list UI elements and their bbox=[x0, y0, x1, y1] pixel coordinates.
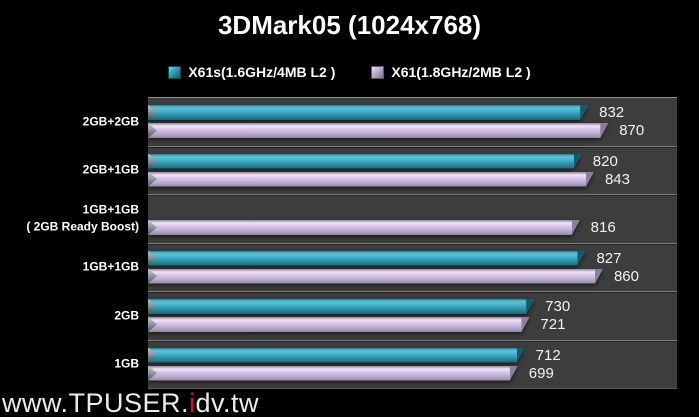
watermark-suffix: dv.tw bbox=[195, 388, 260, 417]
chart-title: 3DMark05 (1024x768) bbox=[217, 10, 482, 40]
legend-item-x61s: X61s(1.6GHz/4MB L2 ) bbox=[168, 64, 335, 80]
value-label: 730 bbox=[545, 298, 571, 315]
bar-row: 827 bbox=[148, 249, 677, 267]
bar-row: 699 bbox=[148, 364, 677, 382]
category-label: 2GB+1GB bbox=[82, 162, 139, 177]
category-label: 2GB bbox=[114, 308, 139, 323]
legend: X61s(1.6GHz/4MB L2 ) X61(1.8GHz/2MB L2 ) bbox=[0, 64, 699, 80]
bar-row: 843 bbox=[148, 170, 677, 188]
bar-row: 870 bbox=[148, 123, 677, 138]
category-label: 2GB+2GB bbox=[82, 114, 139, 129]
bar-x61 bbox=[148, 172, 594, 187]
watermark: www.TPUSER.idv.tw bbox=[2, 389, 259, 417]
bar-row: 730 bbox=[148, 299, 677, 314]
bar-row: 712 bbox=[148, 346, 677, 364]
legend-label-x61: X61(1.8GHz/2MB L2 ) bbox=[391, 64, 531, 80]
legend-swatch-x61-icon bbox=[371, 65, 385, 79]
bar-x61s bbox=[148, 154, 582, 169]
value-label: 712 bbox=[535, 346, 561, 364]
category-band: 1GB+1GB ( 2GB Ready Boost) 816 bbox=[26, 195, 677, 244]
bar-x61s bbox=[148, 105, 588, 120]
bar-row: 721 bbox=[148, 317, 677, 332]
category-band: 2GB+1GB 820 843 bbox=[83, 147, 677, 195]
bar-row: 860 bbox=[148, 267, 677, 285]
value-label: 870 bbox=[619, 122, 645, 139]
watermark-highlight: i bbox=[189, 388, 196, 417]
value-label: 721 bbox=[540, 316, 566, 333]
legend-swatch-x61s-icon bbox=[168, 65, 182, 79]
value-label: 699 bbox=[528, 364, 554, 382]
legend-label-x61s: X61s(1.6GHz/4MB L2 ) bbox=[188, 64, 336, 80]
bar-x61s bbox=[148, 348, 525, 363]
category-band: 2GB+2GB 832 870 bbox=[83, 98, 677, 147]
bar-row: 832 bbox=[148, 105, 677, 120]
value-label: 832 bbox=[599, 104, 625, 121]
bar-x61 bbox=[148, 123, 608, 138]
bar-x61 bbox=[148, 317, 529, 332]
bar-x61s bbox=[148, 251, 585, 266]
bar-x61 bbox=[148, 269, 603, 284]
plot-area: 2GB+2GB 832 870 2GB+1GB 820 843 1GB+1GB ( 2GB … bbox=[26, 97, 677, 389]
category-band: 1GB 712 699 bbox=[114, 341, 677, 389]
category-band: 1GB+1GB 827 860 bbox=[83, 244, 677, 292]
category-band: 2GB 730 721 bbox=[114, 292, 677, 341]
bar-x61s bbox=[148, 299, 534, 314]
bar-row: 816 bbox=[148, 220, 677, 235]
value-label: 816 bbox=[590, 219, 616, 236]
category-label: 1GB+1GB bbox=[82, 259, 139, 274]
category-label: 1GB bbox=[114, 356, 139, 371]
value-label: 827 bbox=[596, 249, 622, 267]
bar-row: 820 bbox=[148, 152, 677, 170]
value-label: 843 bbox=[604, 170, 630, 188]
legend-item-x61: X61(1.8GHz/2MB L2 ) bbox=[371, 64, 531, 80]
value-label: 820 bbox=[592, 152, 618, 170]
bar-x61 bbox=[148, 366, 518, 381]
category-label: 1GB+1GB ( 2GB Ready Boost) bbox=[26, 202, 139, 234]
bar-x61 bbox=[148, 220, 580, 235]
value-label: 860 bbox=[613, 267, 639, 285]
watermark-prefix: www.TPUSER. bbox=[2, 388, 190, 417]
